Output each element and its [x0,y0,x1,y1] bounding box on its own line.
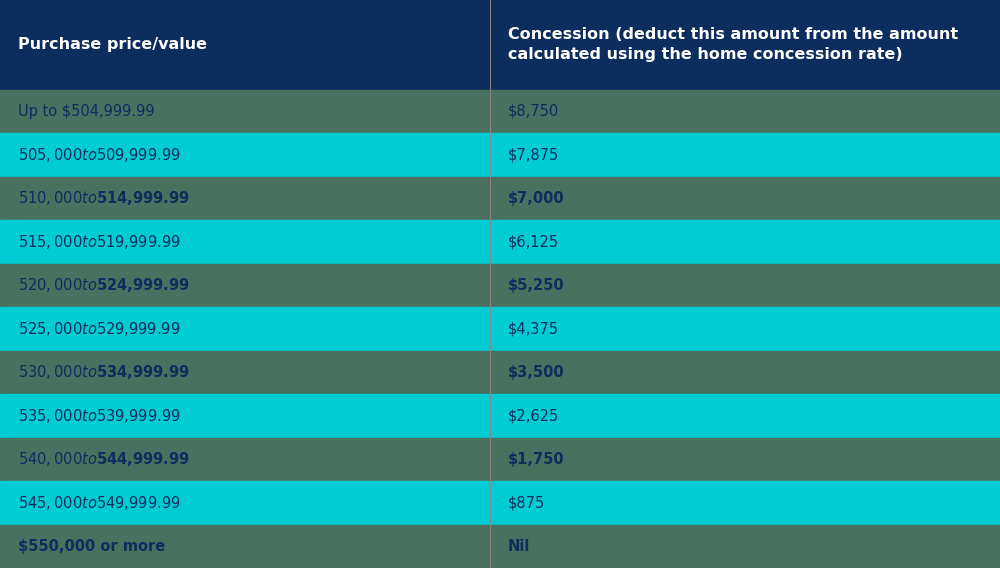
Text: $7,000: $7,000 [508,191,565,206]
Bar [0,307,490,350]
Bar [490,264,1000,307]
Bar [490,220,1000,264]
Bar [0,90,490,133]
Text: $6,125: $6,125 [508,235,559,249]
Text: $2,625: $2,625 [508,408,559,423]
Text: Up to $504,999.99: Up to $504,999.99 [18,104,155,119]
Bar [490,524,1000,568]
Bar [0,264,490,307]
Bar [0,0,1000,90]
Text: $540,000 to $544,999.99: $540,000 to $544,999.99 [18,450,190,468]
Text: $505,000 to $509,999.99: $505,000 to $509,999.99 [18,146,181,164]
Bar [490,90,1000,133]
Text: Concession (deduct this amount from the amount
calculated using the home concess: Concession (deduct this amount from the … [508,27,958,62]
Bar [490,133,1000,177]
Bar [0,437,490,481]
Bar [0,481,490,524]
Bar [490,437,1000,481]
Bar [0,524,490,568]
Text: $1,750: $1,750 [508,452,565,467]
Text: $520,000 to $524,999.99: $520,000 to $524,999.99 [18,277,190,294]
Bar [490,394,1000,437]
Bar [0,350,490,394]
Text: $515,000 to $519,999.99: $515,000 to $519,999.99 [18,233,181,251]
Text: $550,000 or more: $550,000 or more [18,539,165,554]
Text: $535,000 to $539,999.99: $535,000 to $539,999.99 [18,407,181,425]
Bar [0,220,490,264]
Text: $5,250: $5,250 [508,278,565,293]
Text: $510,000 to $514,999.99: $510,000 to $514,999.99 [18,190,190,207]
Bar [490,350,1000,394]
Text: $545,000 to $549,999.99: $545,000 to $549,999.99 [18,494,181,512]
Bar [490,481,1000,524]
Bar [490,307,1000,350]
Text: Nil: Nil [508,539,530,554]
Text: $525,000 to $529,999.99: $525,000 to $529,999.99 [18,320,180,338]
Text: $530,000 to $534,999.99: $530,000 to $534,999.99 [18,364,190,381]
Bar [0,177,490,220]
Bar [0,133,490,177]
Text: Purchase price/value: Purchase price/value [18,37,207,52]
Text: $3,500: $3,500 [508,365,565,380]
Text: $8,750: $8,750 [508,104,559,119]
Text: $4,375: $4,375 [508,321,559,336]
Bar [490,177,1000,220]
Bar [0,394,490,437]
Text: $875: $875 [508,495,545,510]
Text: $7,875: $7,875 [508,148,559,162]
